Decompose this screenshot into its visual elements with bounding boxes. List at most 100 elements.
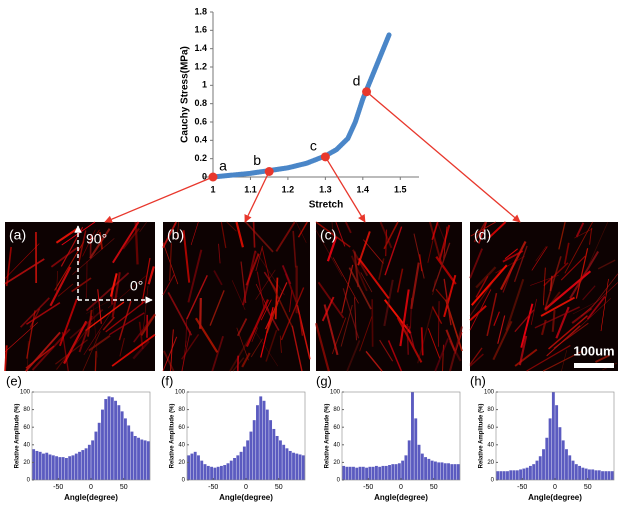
fiber [331, 317, 347, 355]
fiber [187, 249, 203, 303]
fiber [98, 231, 104, 250]
bar [32, 449, 36, 480]
stress-curve [210, 32, 392, 180]
x-tick-label: 50 [275, 484, 283, 491]
bar [535, 460, 539, 480]
fiber [518, 335, 528, 366]
x-tick-label: 0 [89, 484, 93, 491]
x-tick-label: 1.3 [319, 184, 332, 194]
fiber [255, 269, 276, 300]
bar [512, 470, 516, 480]
fiber [530, 274, 559, 286]
bar [525, 467, 529, 480]
bar [555, 405, 559, 480]
bar [397, 463, 401, 480]
fiber [102, 316, 115, 331]
fiber [170, 329, 174, 372]
bar [450, 464, 454, 480]
fiber [387, 340, 403, 372]
bar [509, 470, 513, 480]
fiber [60, 226, 84, 267]
fiber [291, 325, 303, 372]
state-label: a [219, 158, 227, 174]
fiber [78, 230, 87, 264]
fiber [469, 304, 487, 322]
fiber [431, 221, 439, 241]
panel-label: (c) [320, 227, 336, 243]
bar [81, 450, 85, 480]
bar [127, 425, 131, 480]
fiber [588, 221, 609, 266]
panel-title: (g) [316, 373, 332, 388]
bar [213, 467, 217, 480]
fiber [134, 221, 139, 265]
fiber [492, 320, 513, 361]
fiber [432, 242, 451, 292]
fiber [417, 305, 434, 364]
bar [133, 436, 137, 480]
fiber [169, 243, 173, 281]
fiber [315, 229, 343, 277]
y-axis-label: Relative Amplitude (%) [170, 404, 176, 469]
y-tick-label: 0 [202, 171, 207, 181]
fiber [26, 302, 61, 325]
fiber [469, 289, 492, 331]
fiber [358, 257, 390, 300]
fiber [544, 256, 562, 311]
fiber [561, 350, 568, 372]
y-tick-label: 80 [23, 407, 30, 413]
fiber [396, 268, 404, 293]
fiber [435, 256, 457, 285]
fiber [280, 287, 305, 341]
bar [272, 428, 276, 480]
state-label: d [353, 72, 361, 88]
fiber [162, 273, 175, 296]
fiber [317, 281, 345, 319]
fiber [92, 302, 98, 358]
fiber [147, 266, 155, 285]
y-tick-label: 0.4 [194, 135, 207, 145]
bar [146, 441, 150, 480]
bar [61, 457, 65, 480]
fiber [499, 240, 527, 291]
bar [587, 469, 591, 480]
bar [420, 453, 424, 480]
bar [388, 465, 391, 480]
fiber [235, 221, 245, 248]
fiber [346, 340, 361, 372]
leader-line [324, 156, 366, 223]
fiber [218, 243, 221, 264]
bar [68, 456, 72, 480]
fiber [245, 299, 270, 348]
fiber [438, 301, 440, 347]
fiber [530, 298, 537, 325]
y-tick-label: 40 [487, 442, 494, 448]
fiber [199, 298, 202, 329]
bar [269, 420, 273, 480]
fiber [71, 277, 92, 293]
bar [433, 461, 437, 480]
bar [352, 466, 355, 480]
fiber [514, 348, 538, 367]
scale-label: 100um [573, 343, 614, 358]
fiber [132, 340, 150, 360]
fiber [265, 302, 279, 334]
fiber [61, 331, 69, 372]
y-axis-label: Relative Amplitude (%) [325, 404, 331, 469]
fiber [526, 344, 571, 372]
bar [578, 465, 582, 480]
y-tick-label: 20 [487, 460, 494, 466]
fiber [251, 327, 259, 342]
x-tick-label: 50 [584, 484, 592, 491]
bar [607, 471, 611, 480]
bar [424, 457, 428, 480]
fiber [399, 289, 410, 347]
fiber [55, 227, 79, 244]
fiber [186, 275, 208, 320]
fiber [26, 310, 36, 359]
fiber [253, 328, 279, 367]
y-tick-label: 20 [178, 460, 185, 466]
bar [87, 444, 91, 480]
bar [259, 396, 263, 480]
fiber [335, 221, 346, 247]
